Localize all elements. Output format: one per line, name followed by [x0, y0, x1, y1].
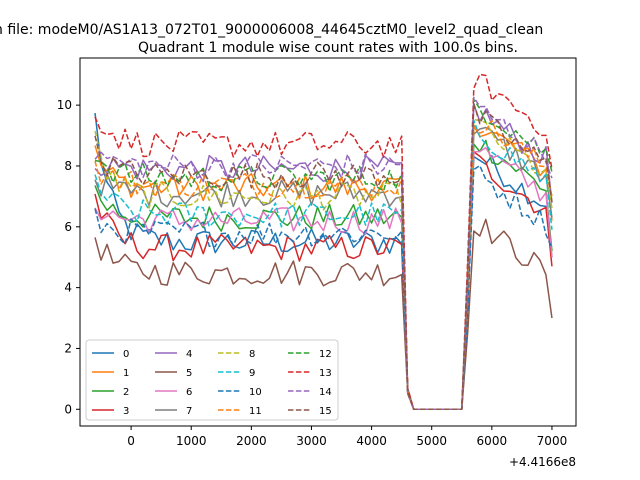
legend-label-2: 2: [123, 387, 129, 398]
legend-frame: [85, 339, 339, 421]
legend-label-15: 15: [319, 406, 332, 417]
series-line-6: [94, 147, 553, 411]
x-tick-label: 7000: [537, 434, 568, 448]
series-line-15: [94, 102, 553, 411]
legend-label-9: 9: [249, 368, 255, 379]
legend-label-1: 1: [123, 368, 129, 379]
legend-label-5: 5: [186, 368, 192, 379]
series-layer: [94, 73, 553, 411]
x-tick-label: 2000: [236, 434, 267, 448]
legend-label-8: 8: [249, 349, 255, 360]
figure-suptitle: n file: modeM0/AS1A13_072T01_9000006008_…: [0, 22, 543, 38]
series-line-13: [94, 73, 553, 411]
legend-label-12: 12: [319, 349, 332, 360]
y-tick-label: 10: [57, 98, 72, 112]
y-tick-label: 6: [64, 220, 72, 234]
legend-label-4: 4: [186, 349, 192, 360]
series-line-10: [94, 164, 553, 411]
series-line-5: [94, 218, 553, 411]
x-tick-label: 1000: [176, 434, 207, 448]
legend-label-11: 11: [249, 406, 262, 417]
legend-label-3: 3: [123, 406, 129, 417]
y-tick-label: 0: [64, 402, 72, 416]
legend-label-0: 0: [123, 349, 129, 360]
x-tick-label: 0: [127, 434, 135, 448]
y-tick-label: 8: [64, 159, 72, 173]
x-axis: 0 1000 2000 3000 4000 5000 6000 7000: [127, 426, 567, 448]
series-line-0: [94, 112, 553, 411]
series-line-12: [94, 98, 553, 411]
y-tick-label: 2: [64, 341, 72, 355]
series-line-9: [94, 119, 553, 411]
x-tick-label: 4000: [356, 434, 387, 448]
series-line-8: [94, 118, 553, 411]
chart-title: Quadrant 1 module wise count rates with …: [138, 40, 518, 56]
legend-label-6: 6: [186, 387, 192, 398]
legend-label-13: 13: [319, 368, 332, 379]
plot-frame: [79, 57, 577, 427]
x-tick-label: 5000: [416, 434, 447, 448]
y-axis: 0 2 4 6 8 10: [57, 98, 80, 416]
series-line-3: [94, 151, 553, 411]
series-line-14: [94, 96, 553, 411]
y-tick-label: 4: [64, 281, 72, 295]
legend-label-7: 7: [186, 406, 192, 417]
legend-label-14: 14: [319, 387, 332, 398]
x-tick-label: 3000: [296, 434, 327, 448]
x-offset-label: +4.4166e8: [509, 455, 576, 469]
legend-label-10: 10: [249, 387, 262, 398]
x-tick-label: 6000: [477, 434, 508, 448]
